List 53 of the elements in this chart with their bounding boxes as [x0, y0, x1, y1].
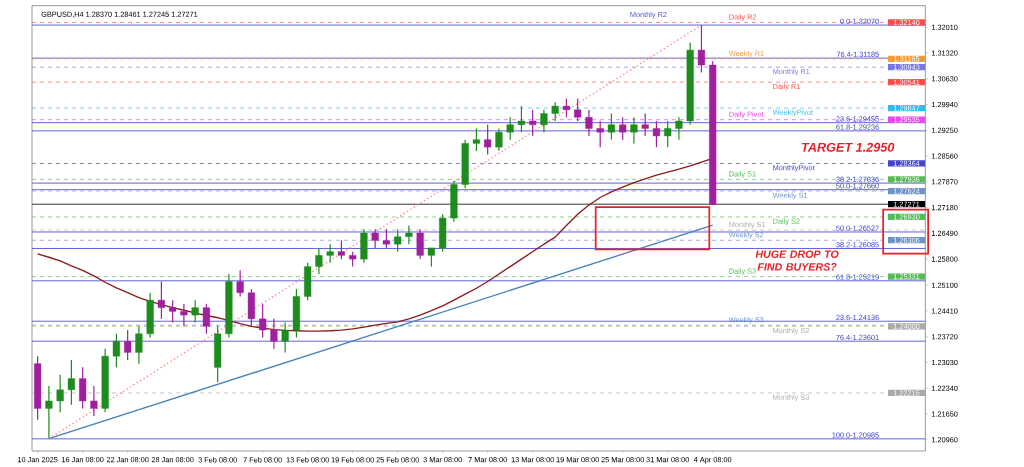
candlestick: [709, 60, 717, 206]
candlestick: [79, 366, 87, 410]
candlestick: [326, 243, 334, 264]
candlestick: [484, 124, 492, 156]
text: HUGE DROP TO FIND BUYERS?: [755, 250, 839, 271]
candlestick: [394, 228, 402, 253]
candlestick: [697, 24, 706, 74]
candlestick: [124, 329, 132, 361]
candlestick: [619, 116, 627, 141]
candlestick: [652, 120, 661, 148]
text: TARGET 1.2950: [801, 142, 895, 152]
candlestick: [686, 42, 694, 126]
candlestick: [191, 299, 199, 324]
candlestick: [157, 280, 165, 320]
candlestick: [607, 112, 615, 141]
candlestick: [236, 269, 244, 298]
candlestick: [529, 109, 537, 137]
candlestick: [337, 239, 345, 260]
candlestick: [382, 228, 390, 249]
candlestick: [641, 112, 649, 137]
candlestick: [56, 374, 64, 413]
candlestick: [371, 228, 379, 249]
candlestick: [292, 288, 300, 339]
candlestick: [664, 120, 672, 148]
candlestick: [34, 355, 42, 421]
candlestick: [562, 98, 570, 118]
candlestick: [112, 333, 120, 368]
candlestick: [596, 120, 604, 148]
candlestick: [506, 116, 514, 141]
candlestick: [202, 303, 210, 335]
candlestick: [461, 139, 469, 189]
candlestick: [304, 262, 312, 301]
candlestick: [416, 228, 424, 260]
candlestick: [45, 385, 53, 439]
candlestick: [472, 127, 480, 152]
candlestick: [247, 288, 255, 327]
candlestick: [675, 116, 683, 141]
candlestick: [517, 105, 525, 133]
candlestick: [67, 359, 75, 406]
candlestick: [169, 299, 177, 324]
candlestick: [214, 325, 222, 383]
candlestick: [90, 385, 98, 417]
candlestick: [281, 321, 289, 354]
candlestick: [146, 292, 154, 339]
candlestick: [259, 303, 267, 339]
candlestick: [270, 318, 278, 350]
candlestick: [180, 303, 188, 327]
candlestick: [551, 101, 559, 122]
candlestick: [427, 247, 435, 268]
candlestick: [405, 224, 413, 245]
candlestick: [630, 116, 638, 144]
candlestick: [574, 98, 582, 122]
candlestick: [439, 213, 447, 253]
